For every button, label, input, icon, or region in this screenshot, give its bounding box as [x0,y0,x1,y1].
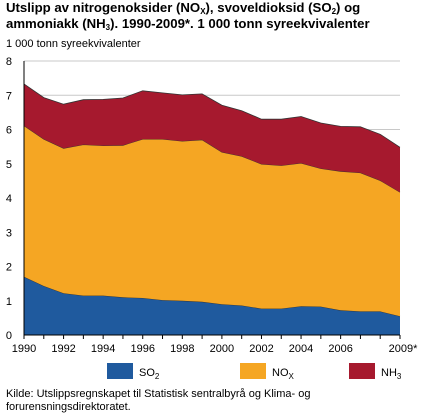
legend-label: SO2 [139,367,160,381]
x-tick-label: 2009* [389,343,418,355]
y-tick-label: 0 [6,330,12,342]
y-tick-labels: 0 1 2 3 4 5 6 7 8 [6,56,12,342]
x-tick-label: 1994 [91,343,115,355]
legend-label: NH3 [381,367,402,381]
legend-swatch [349,363,375,379]
y-tick-label: 2 [6,262,12,274]
axes [23,61,401,339]
x-tick-label: 2006 [328,343,352,355]
area-nox [24,125,400,317]
x-tick-labels: 1990 1992 1994 1996 1998 2000 2002 2004 2006 2009… [12,343,418,355]
area-nh3 [24,83,400,193]
x-tick-label: 2002 [249,343,273,355]
legend-label: NOX [272,367,295,381]
y-tick-label: 1 [6,296,12,308]
area-so2 [24,276,400,335]
legend-swatch [107,363,133,379]
x-tick-label: 1996 [130,343,154,355]
y-axis-label: 1 000 tonn syreekvivalenter [6,38,141,50]
x-tick-label: 1990 [12,343,36,355]
x-tick-label: 1992 [51,343,75,355]
y-tick-label: 6 [6,125,12,137]
legend-swatch [240,363,266,379]
legend-item-so2: SO2 [107,363,160,381]
area-edge-nh3 [23,83,401,148]
source-note: Kilde: Utslippsregnskapet til Statistisk… [6,388,311,413]
x-tick-label: 1998 [170,343,194,355]
legend: SO2 NOX NH3 [107,363,402,381]
legend-item-nox: NOX [240,363,295,381]
chart-title: Utslipp av nitrogenoksider (NOX), svovel… [6,0,370,32]
x-tick-label: 2004 [289,343,313,355]
y-tick-label: 3 [6,227,12,239]
area-series [23,83,401,335]
y-tick-label: 4 [6,193,12,205]
y-tick-label: 7 [6,90,12,102]
y-tick-label: 5 [6,159,12,171]
y-tick-label: 8 [6,56,12,68]
legend-item-nh3: NH3 [349,363,402,381]
stacked-area-chart: 0 1 2 3 4 5 6 7 8 1990 1992 1994 1996 1998 2000 2002 20… [6,56,418,381]
x-tick-label: 2000 [210,343,234,355]
